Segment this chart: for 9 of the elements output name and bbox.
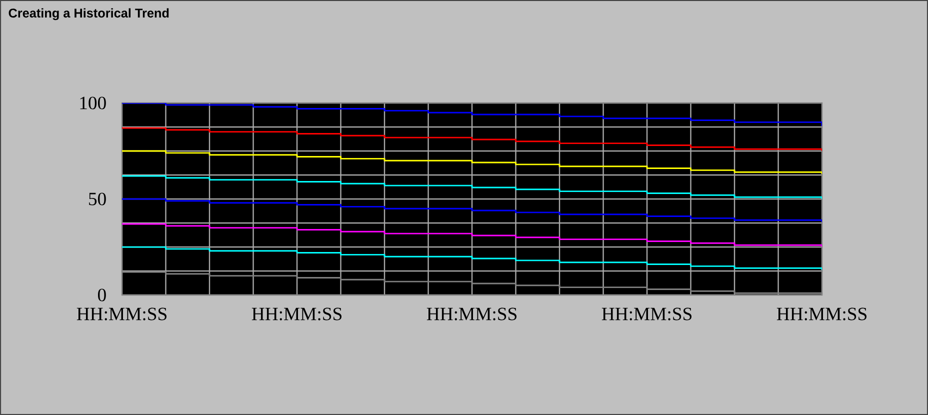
x-tick-label: HH:MM:SS [426,308,516,320]
chart-title: Creating a Historical Trend [8,8,169,20]
x-tick-label: HH:MM:SS [252,308,342,320]
x-tick-label: HH:MM:SS [776,308,866,320]
x-tick-label: HH:MM:SS [602,308,692,320]
y-tick-label: 50 [89,192,106,206]
x-tick-label: HH:MM:SS [76,308,166,320]
y-tick-label: 100 [80,96,106,110]
y-tick-label: 0 [98,288,106,302]
